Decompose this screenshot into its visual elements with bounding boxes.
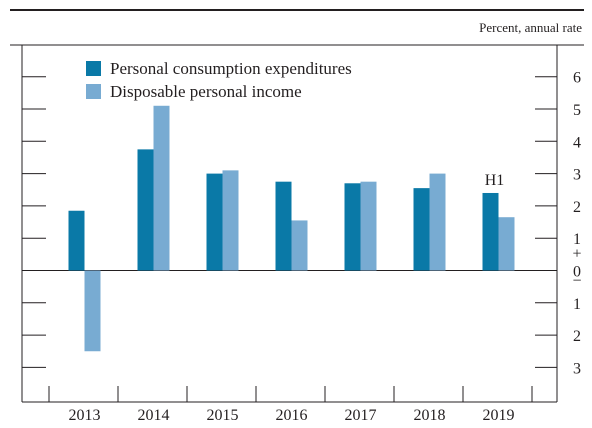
y-tick-label: 3 [573, 167, 581, 184]
bar-dpi [291, 220, 308, 271]
y-tick-label: 3 [573, 360, 581, 377]
y-tick-label: 1 [573, 231, 581, 248]
y-tick-label: 2 [573, 199, 581, 216]
legend-swatch-dpi [86, 84, 101, 99]
bar-pce [275, 181, 292, 271]
y-tick-label: 6 [573, 70, 581, 87]
bar-dpi [153, 105, 170, 271]
x-tick-label: 2013 [69, 407, 101, 424]
legend-swatch-pce [86, 61, 101, 76]
bar-pce [206, 173, 223, 271]
y-tick-label: 0 [573, 264, 581, 281]
bar-pce [413, 188, 430, 271]
x-tick-label: 2019 [483, 407, 515, 424]
y-tick-label: 2 [573, 328, 581, 345]
x-tick-label: 2017 [345, 407, 377, 424]
legend-label: Personal consumption expenditures [110, 59, 352, 78]
x-tick-label: 2018 [414, 407, 446, 424]
y-tick-label: 1 [573, 296, 581, 313]
x-tick-label: 2014 [138, 407, 170, 424]
x-tick-label: 2015 [207, 407, 239, 424]
bar-dpi [222, 170, 239, 271]
annotation-h1: H1 [485, 172, 505, 189]
legend-label: Disposable personal income [110, 82, 302, 101]
y-tick-label: + [572, 246, 581, 263]
bar-pce [344, 183, 361, 271]
bar-dpi [84, 270, 101, 352]
bar-dpi [498, 217, 515, 271]
y-tick-label: − [572, 273, 581, 290]
y-tick-label: 5 [573, 102, 581, 119]
unit-note: Percent, annual rate [479, 20, 582, 35]
bar-pce [68, 210, 85, 271]
y-tick-label: 4 [573, 134, 581, 151]
bar-pce [137, 149, 154, 271]
bar-dpi [429, 173, 446, 271]
bar-pce [482, 192, 499, 271]
bar-dpi [360, 181, 377, 271]
x-tick-label: 2016 [276, 407, 308, 424]
